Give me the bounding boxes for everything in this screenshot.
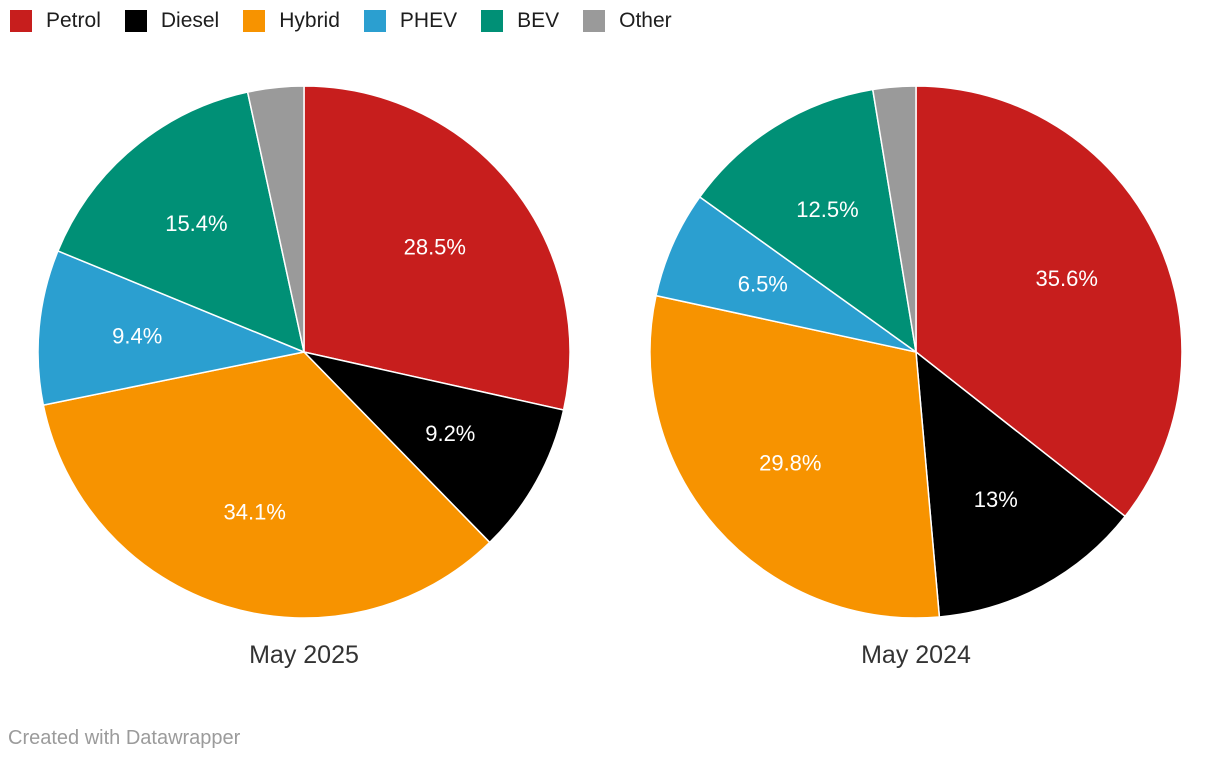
legend-item-phev: PHEV [363, 9, 458, 32]
pie-slice-label: 35.6% [1036, 266, 1098, 291]
legend-item-petrol: Petrol [10, 10, 101, 32]
pie-slice-label: 15.4% [165, 211, 227, 236]
legend-swatch-petrol-icon [10, 10, 32, 32]
legend-swatch-other-icon [583, 10, 606, 32]
pie-slice-label: 9.2% [425, 421, 475, 446]
pie-slice-hybrid [649, 294, 941, 619]
pie-slice-label: 9.4% [112, 324, 162, 349]
pie-slice-petrol [303, 85, 571, 411]
legend-label: Diesel [160, 9, 220, 32]
datawrapper-credit-link[interactable]: Created with Datawrapper [8, 727, 241, 749]
pie-slice-label: 34.1% [224, 500, 286, 525]
pie-slice-petrol [915, 85, 1183, 518]
pie-slice-hybrid [42, 351, 491, 619]
pie-title-may-2025: May 2025 [249, 641, 359, 669]
pie-slice-bev [57, 91, 305, 353]
legend-swatch-phev-icon [363, 10, 386, 32]
pie-may-2024: 35.6% 13% 29.8% 6.5% 12.5% [649, 85, 1183, 619]
legend-swatch-bev-icon [481, 10, 504, 32]
pie-slice-other [246, 85, 305, 353]
pie-title-may-2024: May 2024 [861, 641, 971, 669]
pie-slice-label: 28.5% [404, 235, 466, 260]
legend-label: Hybrid [279, 9, 340, 32]
pie-slice-label: 29.8% [759, 450, 821, 475]
legend-item-diesel: Diesel [124, 9, 220, 32]
pie-slice-label: 12.5% [796, 197, 858, 222]
legend: Petrol Diesel Hybrid PHEV BEV Other [10, 10, 696, 32]
legend-swatch-hybrid-icon [243, 10, 266, 32]
pie-slice-label: 6.5% [738, 272, 788, 297]
legend-label: PHEV [399, 9, 458, 32]
pie-slice-other [871, 85, 917, 353]
pie-slice-label: 13% [974, 487, 1018, 512]
legend-label: Other [619, 9, 672, 32]
pie-slice-diesel [303, 351, 565, 544]
legend-item-hybrid: Hybrid [243, 10, 340, 32]
legend-swatch-diesel-icon [124, 10, 147, 32]
legend-label: Petrol [46, 9, 101, 32]
legend-item-other: Other [583, 10, 672, 32]
legend-item-bev: BEV [481, 10, 559, 32]
pie-may-2025: 28.5% 9.2% 34.1% 9.4% 15.4% [37, 85, 571, 619]
pie-slice-phev [37, 250, 305, 406]
pie-slice-diesel [915, 351, 1126, 618]
legend-label: BEV [517, 9, 560, 32]
pie-slice-bev [699, 88, 917, 353]
